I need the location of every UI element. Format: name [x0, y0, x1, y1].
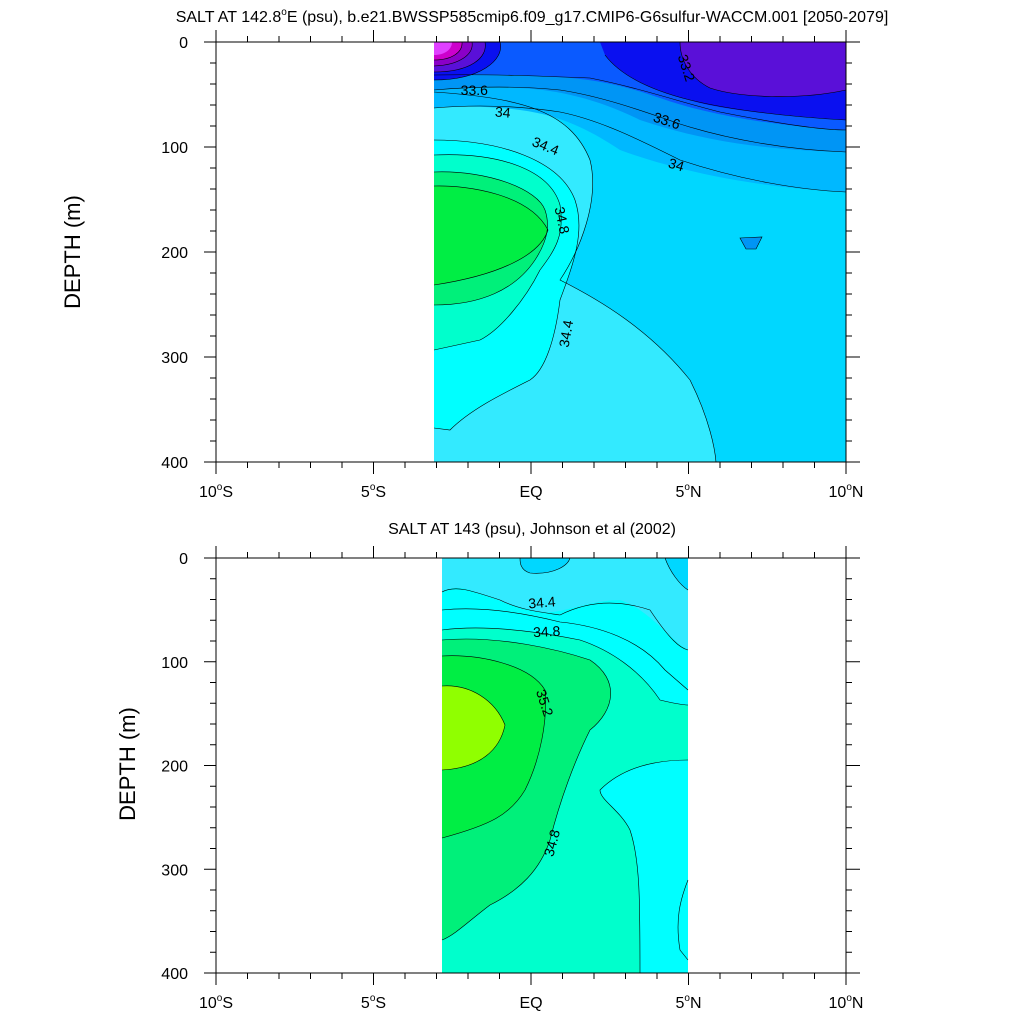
contour-label: 34: [494, 103, 511, 120]
panel-model-salinity: SALT AT 142.8oE (psu), b.e21.BWSSP585cmi…: [60, 7, 888, 501]
contour-label: 33.6: [461, 82, 488, 98]
y-tick-label: 200: [161, 245, 188, 262]
band-surface-5: [434, 42, 452, 55]
band-33-2: [680, 42, 846, 97]
band-35-4-obs: [442, 685, 505, 770]
x-tick-label: 5oS: [361, 482, 386, 501]
panel1-contour-lines: [433, 42, 847, 462]
x-tick-label: 10oN: [829, 993, 864, 1012]
band-34-2-obs: [520, 558, 570, 574]
panel-observed-salinity: SALT AT 143 (psu), Johnson et al (2002): [115, 521, 863, 1012]
x-tick-label: 5oN: [675, 482, 701, 501]
band-34-4-obs: [442, 558, 688, 650]
x-tick-label: 10oS: [199, 993, 233, 1012]
y-tick-label: 200: [161, 759, 188, 776]
y-tick-label: 100: [161, 140, 188, 157]
panel2-axes: 10oS 5oS EQ 5oN 10oN 0 100 200 300 400: [161, 546, 863, 1012]
x-tick-label: 5oN: [675, 993, 701, 1012]
x-tick-label: 5oS: [361, 993, 386, 1012]
x-tick-label: EQ: [519, 995, 542, 1012]
contour-label: 34: [666, 155, 686, 175]
y-tick-label: 100: [161, 655, 188, 672]
panel2-contour-lines: [441, 558, 689, 973]
panel1-title: SALT AT 142.8oE (psu), b.e21.BWSSP585cmi…: [176, 7, 889, 26]
y-tick-label: 300: [161, 350, 188, 367]
contour-label: 34.8: [541, 828, 564, 859]
y-tick-label: 0: [179, 35, 188, 52]
y-tick-label: 0: [179, 551, 188, 568]
contour-label: 34.8: [533, 623, 561, 640]
y-tick-label: 400: [161, 455, 188, 472]
y-tick-label: 400: [161, 966, 188, 983]
x-tick-label: 10oN: [829, 482, 864, 501]
x-tick-label: EQ: [519, 484, 542, 501]
panel1-salinity-field: [434, 42, 846, 462]
band-34-2-obs-2: [665, 558, 688, 590]
panel2-title: SALT AT 143 (psu), Johnson et al (2002): [388, 521, 676, 538]
contour-label: 34.8: [552, 205, 573, 235]
panel2-y-axis-label: DEPTH (m): [115, 707, 140, 821]
contour-label: 34.4: [528, 593, 557, 611]
panel2-contour-labels: 34.434.835.234.8: [528, 593, 563, 858]
band-35-2: [434, 185, 548, 285]
x-tick-label: 10oS: [199, 482, 233, 501]
panel2-salinity-field: [442, 558, 688, 973]
panel1-y-axis-label: DEPTH (m): [60, 195, 85, 309]
y-tick-label: 300: [161, 862, 188, 879]
contour-label: 34.4: [556, 319, 577, 349]
panel1-axes: 10oS 5oS EQ 5oN 10oN 0 100 200 300 400: [161, 30, 863, 501]
eddy-patch: [739, 236, 763, 250]
